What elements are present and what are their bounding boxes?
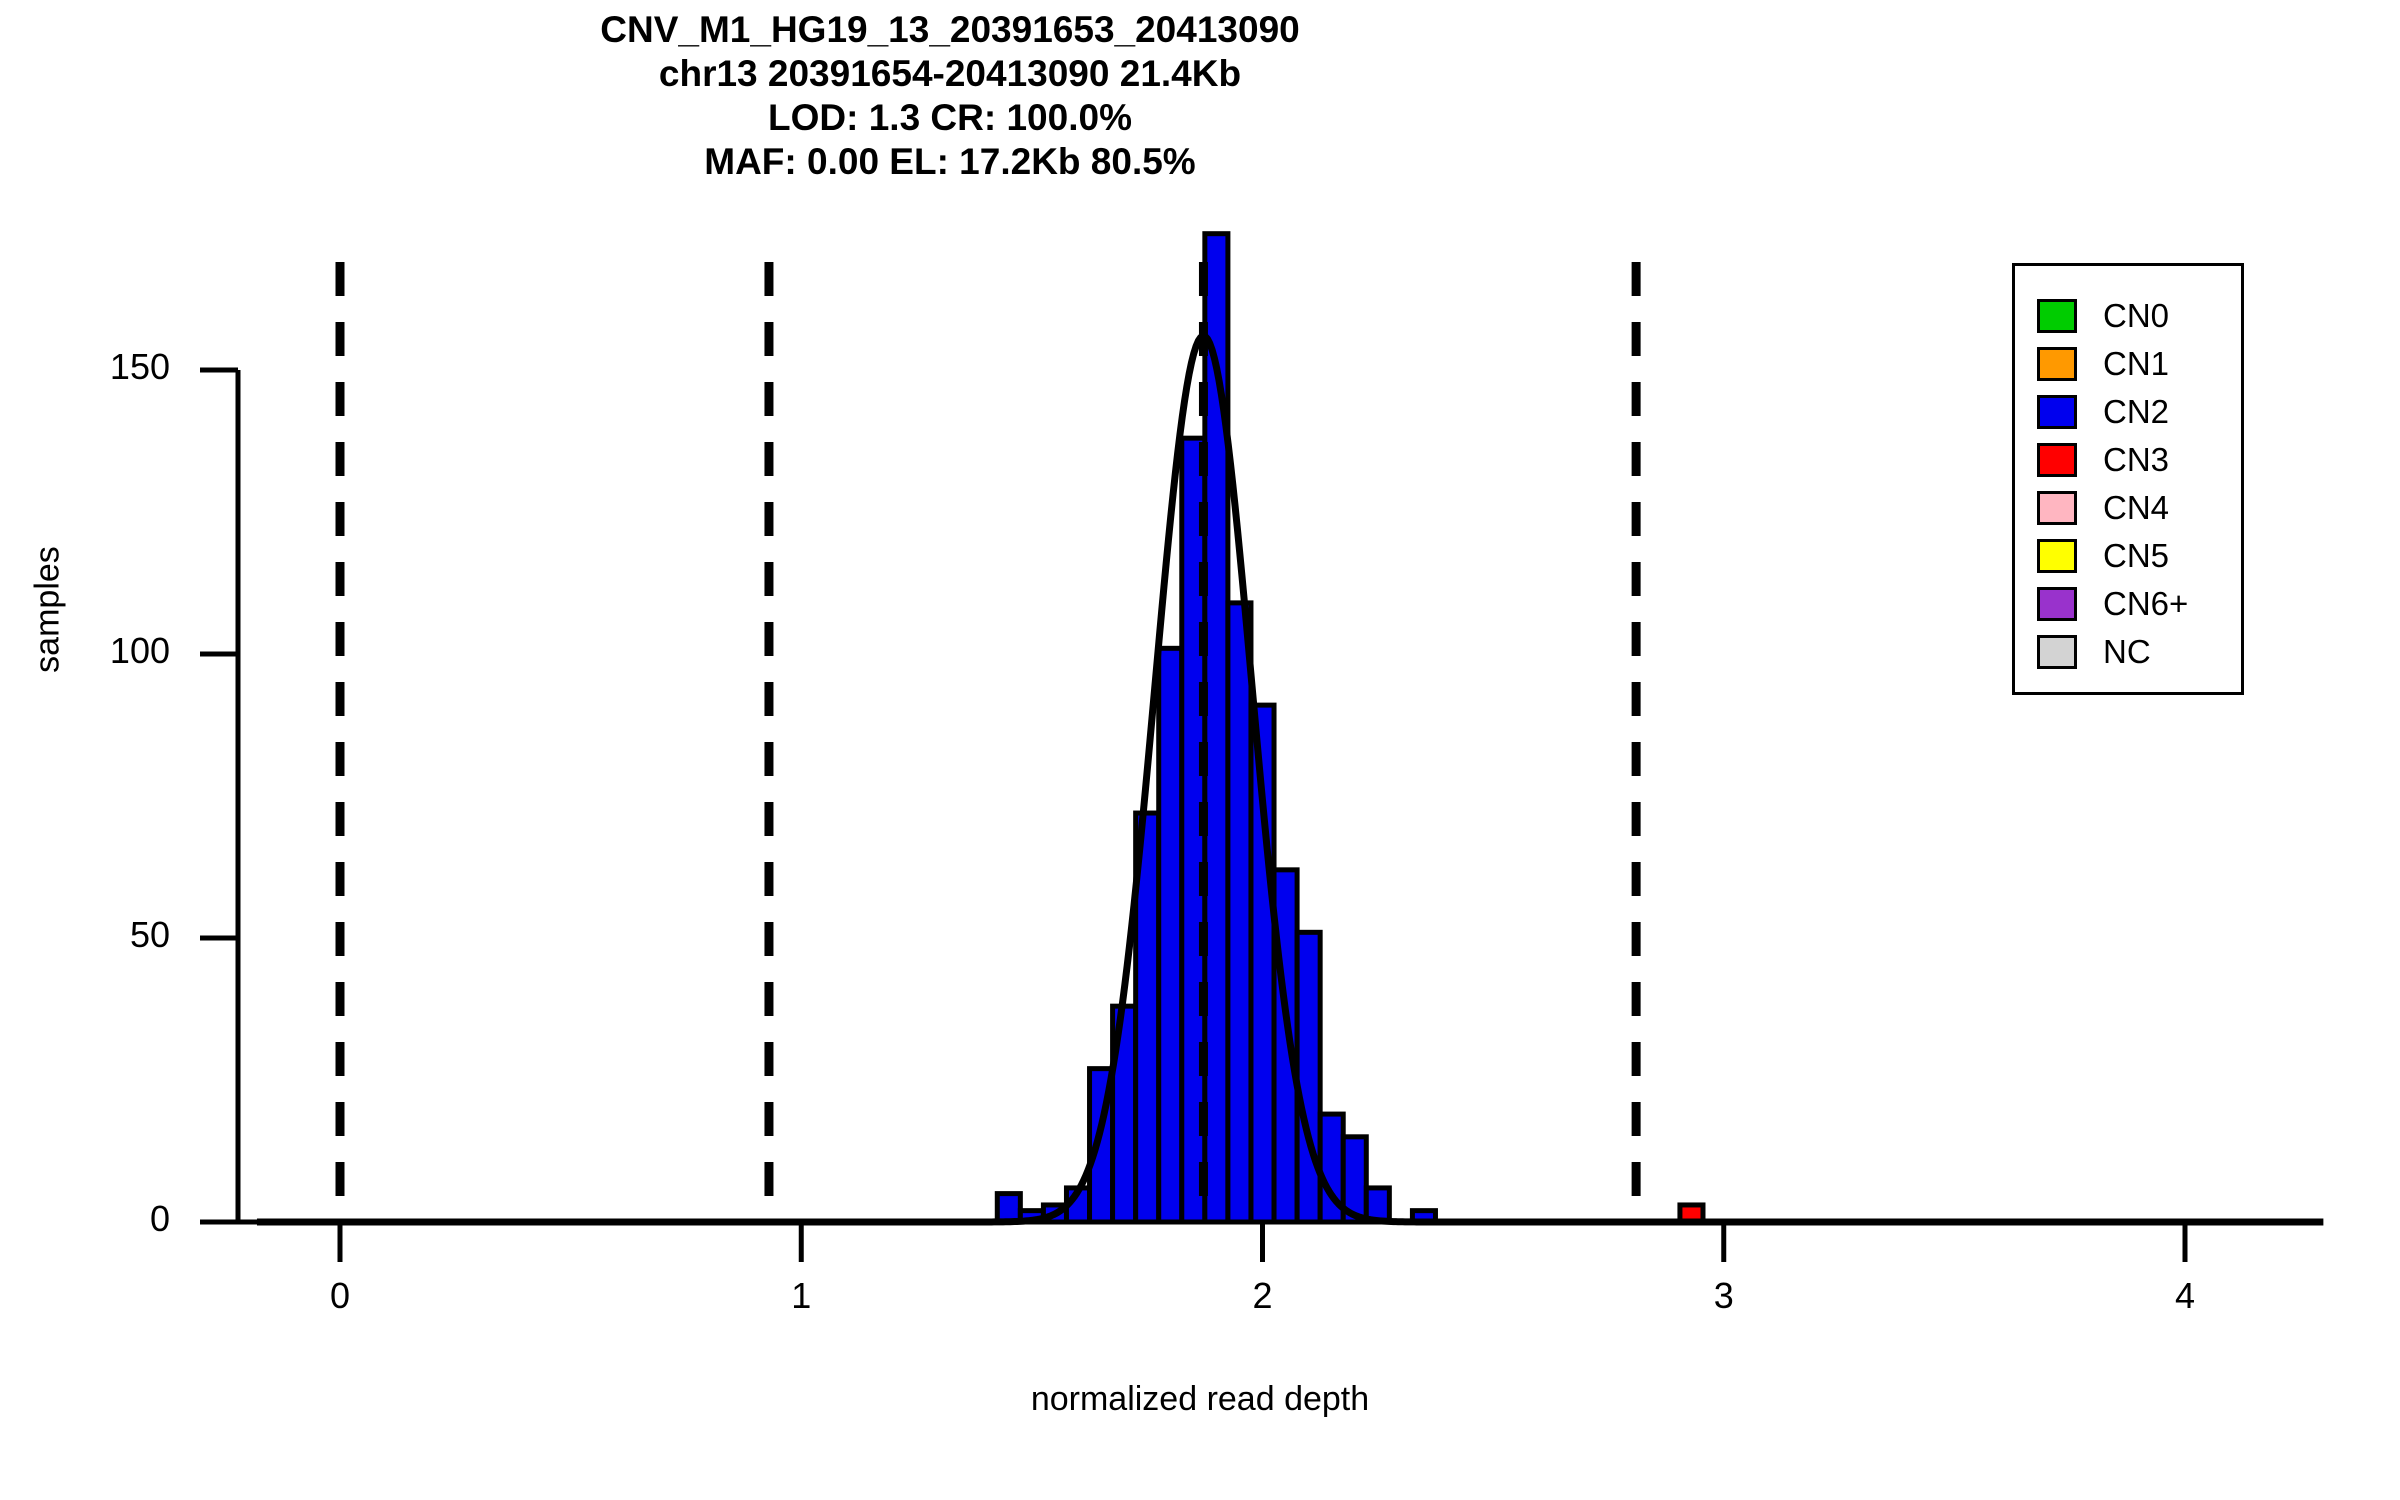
- title-line-2: chr13 20391654-20413090 21.4Kb: [658, 53, 1242, 94]
- legend-item-cn6plus: CN6+: [2037, 580, 2188, 628]
- histogram-bar: [1225, 600, 1254, 1225]
- legend-swatch-icon: [2037, 635, 2077, 669]
- legend-swatch-icon: [2037, 443, 2077, 477]
- legend-item-cn2: CN2: [2037, 388, 2188, 436]
- legend-items: CN0 CN1 CN2 CN3 CN4 CN5 CN6+ NC: [2037, 292, 2188, 676]
- histogram-bar: [1156, 645, 1185, 1225]
- legend-item-cn5: CN5: [2037, 532, 2188, 580]
- gaussian-fit-curve: [255, 332, 2325, 1226]
- title-line-3: LOD: 1.3 CR: 100.0%: [768, 97, 1132, 138]
- y-axis-label: samples: [28, 546, 67, 673]
- plot-title: CNV_M1_HG19_13_20391653_20413090 chr13 2…: [0, 8, 1900, 184]
- legend-item-label: CN0: [2103, 297, 2170, 334]
- legend-item-label: NC: [2103, 633, 2151, 670]
- histogram-bar: [1340, 1134, 1369, 1225]
- legend-swatch-icon: [2037, 347, 2077, 381]
- legend-swatch-icon: [2037, 395, 2077, 429]
- x-tick-label: 1: [791, 1275, 812, 1316]
- x-tick-label: 3: [1713, 1275, 1734, 1316]
- legend-item-label: CN6+: [2103, 585, 2189, 622]
- legend-item-cn3: CN3: [2037, 436, 2188, 484]
- legend-item-cn0: CN0: [2037, 292, 2188, 340]
- legend-item-label: CN3: [2103, 441, 2170, 478]
- threshold-lines: [335, 262, 1641, 1222]
- x-axis-label: normalized read depth: [1030, 1380, 1370, 1418]
- x-tick-label: 2: [1252, 1275, 1273, 1316]
- legend-box: CN0 CN1 CN2 CN3 CN4 CN5 CN6+ NC: [2012, 263, 2244, 695]
- y-tick-label: 100: [109, 630, 170, 671]
- x-tick-label: 4: [2174, 1275, 2196, 1316]
- legend-item-label: CN5: [2103, 537, 2170, 574]
- legend-swatch-icon: [2037, 299, 2077, 333]
- legend-item-label: CN4: [2103, 489, 2170, 526]
- legend-item-nc: NC: [2037, 628, 2188, 676]
- legend-swatch-icon: [2037, 491, 2077, 525]
- legend-item-label: CN1: [2103, 345, 2170, 382]
- title-line-1: CNV_M1_HG19_13_20391653_20413090: [600, 9, 1300, 50]
- legend-swatch-icon: [2037, 539, 2077, 573]
- histogram-bar: [1294, 929, 1323, 1225]
- histogram-bar: [994, 1191, 1023, 1225]
- legend-item-cn4: CN4: [2037, 484, 2188, 532]
- title-line-4: MAF: 0.00 EL: 17.2Kb 80.5%: [704, 141, 1196, 182]
- legend-item-cn1: CN1: [2037, 340, 2188, 388]
- legend-item-label: CN2: [2103, 393, 2170, 430]
- y-tick-label: 50: [129, 914, 170, 955]
- y-tick-label: 150: [109, 346, 170, 387]
- histogram-bars: [994, 231, 1706, 1225]
- legend-swatch-icon: [2037, 587, 2077, 621]
- y-tick-label: 0: [149, 1198, 170, 1239]
- x-tick-label: 0: [329, 1275, 351, 1316]
